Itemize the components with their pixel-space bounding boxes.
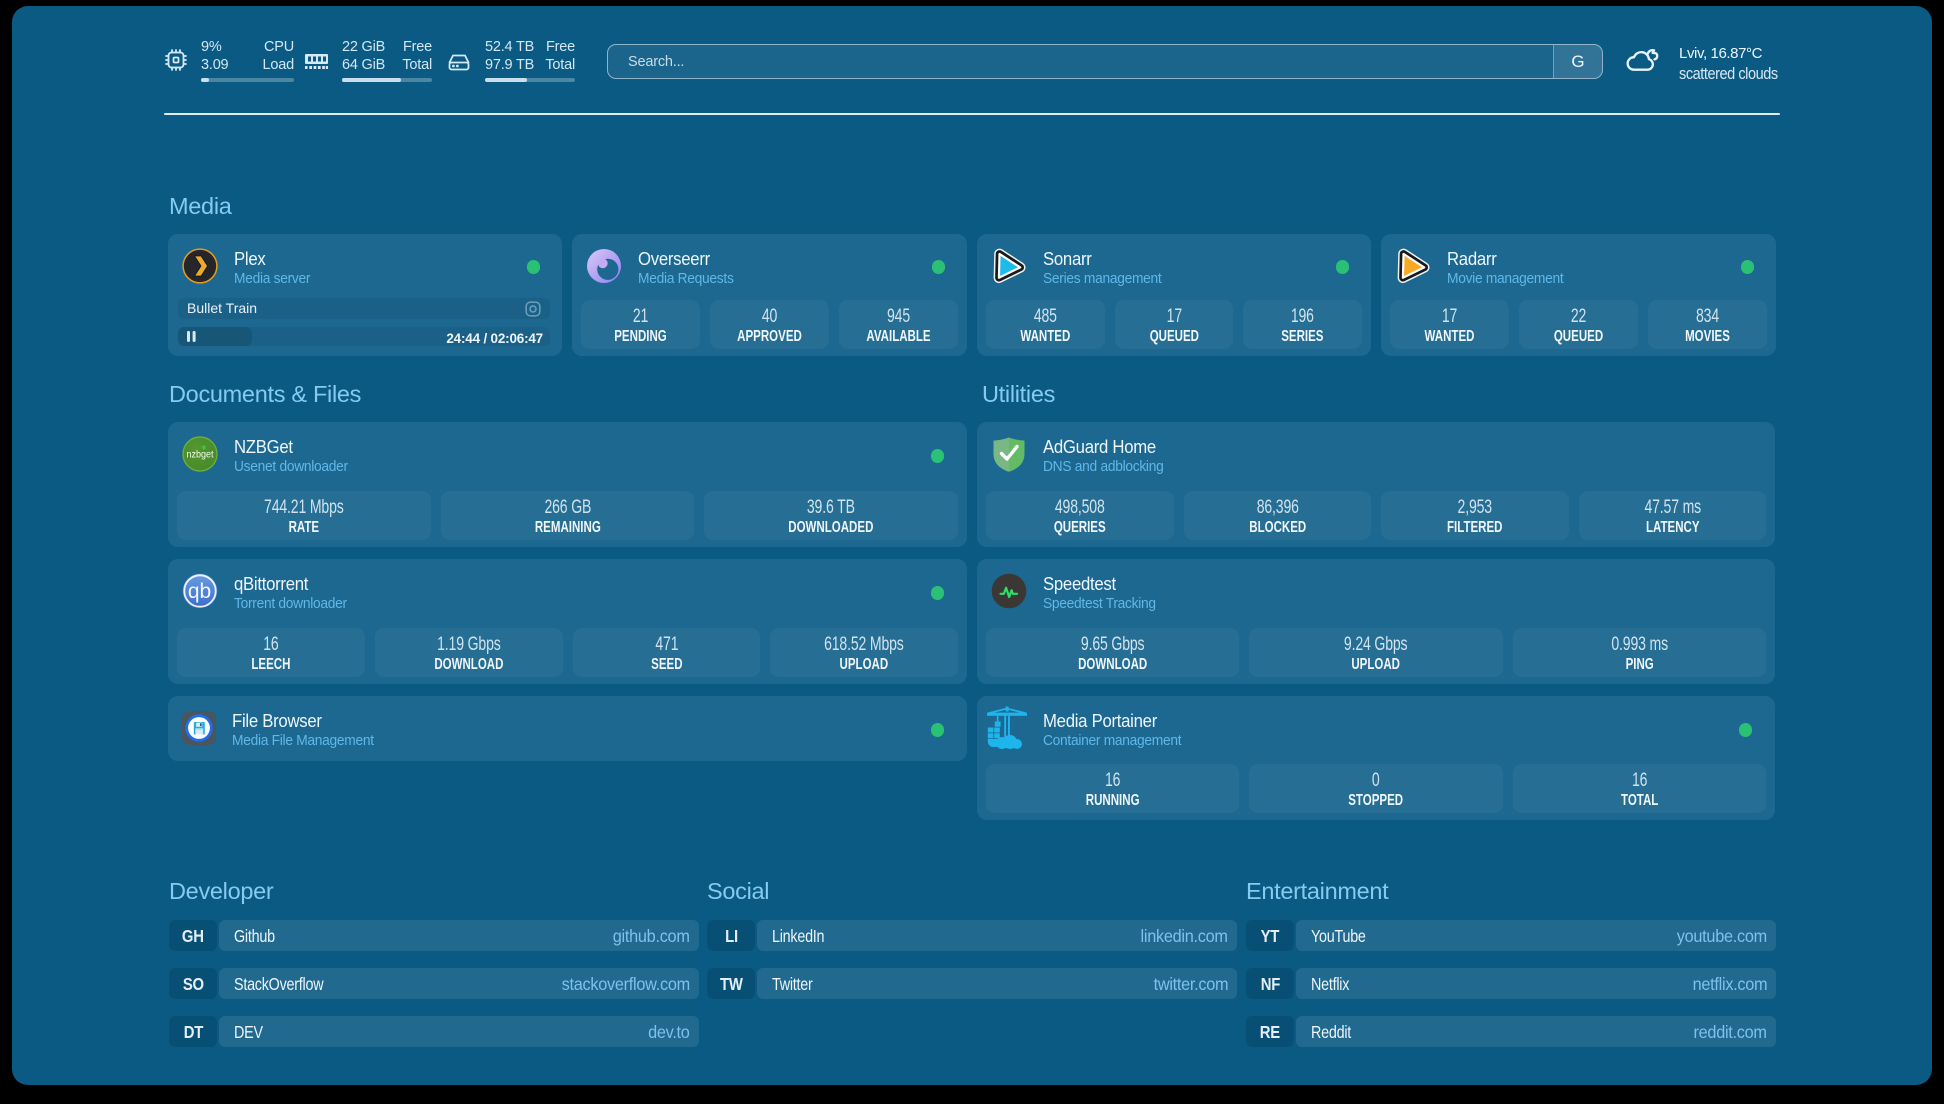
svg-text:qb: qb [188, 580, 211, 603]
svg-text:nzbget: nzbget [187, 450, 214, 461]
